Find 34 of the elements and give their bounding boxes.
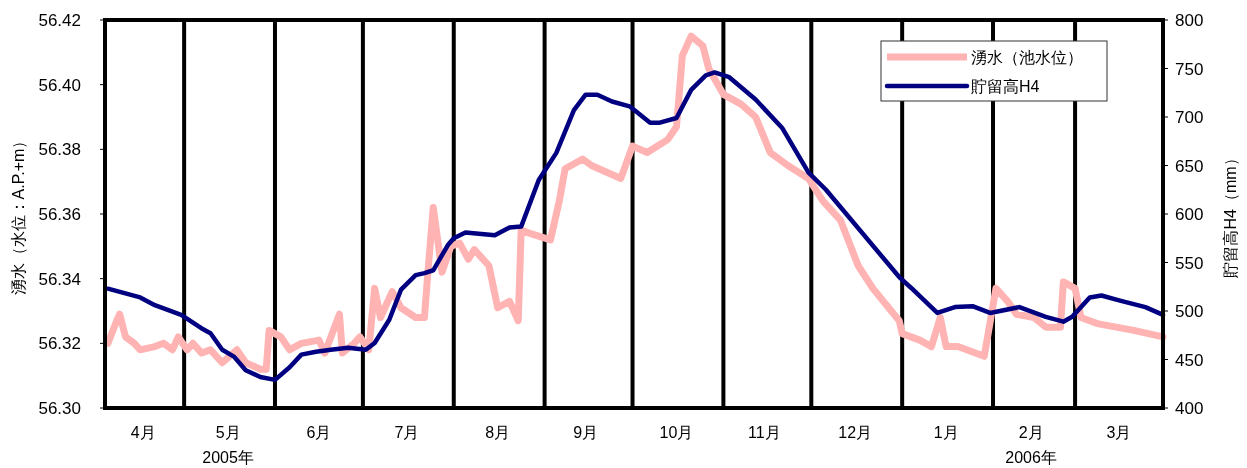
y-axis-title: 湧水（水位：A.P.+m） [10, 132, 27, 296]
y2-tick-label: 450 [1175, 350, 1204, 370]
x-tick-label: 6月 [306, 424, 332, 441]
x-tick-label: 11月 [748, 424, 781, 441]
y-tick-label: 56.34 [38, 269, 81, 289]
x-tick-label: 5月 [215, 424, 241, 441]
legend-label: 貯留高H4 [971, 78, 1040, 95]
x-tick-label: 7月 [394, 424, 420, 441]
y-tick-label: 56.30 [38, 399, 81, 418]
x-tick-label: 1月 [933, 424, 959, 441]
text: 2005年 [202, 449, 254, 466]
x-tick-label: 2月 [1018, 424, 1044, 441]
y2-axis-title: 貯留高H4（mm） [1222, 150, 1239, 278]
y2-tick-label: 600 [1175, 205, 1204, 224]
y-tick-label: 56.32 [38, 334, 81, 354]
x-tick-label: 10月 [659, 424, 694, 441]
y-tick-label: 56.42 [38, 11, 81, 30]
x-tick-label: 9月 [573, 424, 599, 441]
x-tick-label: 4月 [130, 424, 156, 441]
y-tick-label: 56.36 [38, 205, 81, 224]
y2-tick-label: 550 [1175, 253, 1204, 273]
y-tick-label: 56.40 [38, 75, 81, 95]
y2-tick-label: 650 [1175, 156, 1204, 176]
y-tick-label: 56.38 [38, 140, 81, 160]
y2-tick-label: 500 [1175, 302, 1204, 321]
y2-tick-label: 700 [1175, 108, 1204, 127]
y2-tick-label: 400 [1175, 399, 1204, 418]
y2-tick-label: 750 [1175, 59, 1204, 79]
x-tick-label: 8月 [485, 424, 511, 441]
legend-label: 湧水（池水位） [971, 49, 1083, 66]
x-tick-label: 12月 [838, 424, 873, 441]
y2-tick-label: 800 [1175, 11, 1204, 30]
text: 2006年 [1005, 449, 1057, 466]
x-tick-label: 3月 [1106, 424, 1132, 441]
